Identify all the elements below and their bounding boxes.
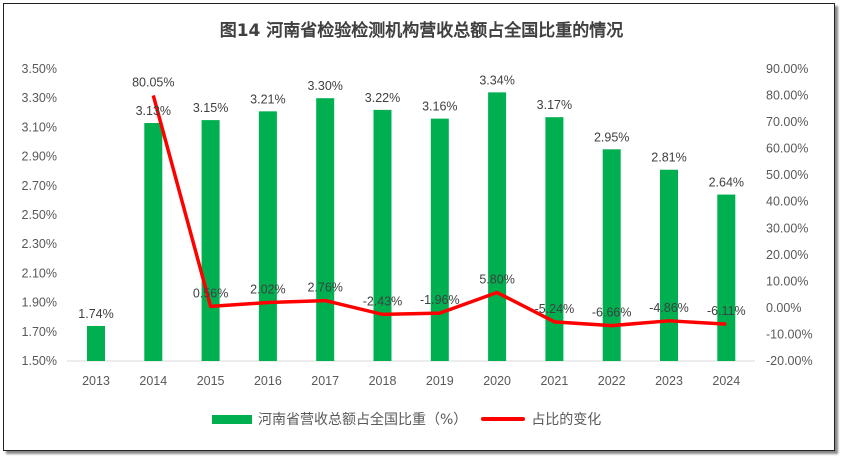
x-axis-tick: 2024 <box>712 374 740 388</box>
line-data-label: 2.02% <box>250 283 285 297</box>
bar-data-label: 3.15% <box>193 101 228 115</box>
legend: 河南省营收总额占全国比重（%） 占比的变化 <box>212 409 601 429</box>
x-axis-tick: 2022 <box>598 374 626 388</box>
bar <box>602 149 621 361</box>
bar-data-label: 3.17% <box>537 98 572 112</box>
bar <box>430 118 449 361</box>
chart-frame <box>3 3 835 451</box>
chart-title: 图14 河南省检验检测机构营收总额占全国比重的情况 <box>219 21 624 41</box>
line-data-label: 0.56% <box>193 286 228 300</box>
line-data-label: 5.80% <box>479 273 514 287</box>
bar <box>488 92 507 362</box>
line-data-label: -2.43% <box>363 294 403 308</box>
legend-label-line: 占比的变化 <box>531 412 602 428</box>
x-axis-tick: 2021 <box>540 374 568 388</box>
bar-data-label: 3.34% <box>479 73 514 87</box>
left-axis-tick: 2.10% <box>22 266 57 280</box>
line-data-label: -1.96% <box>420 293 460 307</box>
x-axis-tick: 2015 <box>197 374 225 388</box>
left-axis-tick: 3.30% <box>22 91 57 105</box>
bar <box>545 117 564 362</box>
line-data-label: -6.66% <box>592 306 632 320</box>
right-axis-tick: 30.00% <box>766 221 808 235</box>
bar <box>373 109 392 361</box>
left-axis-tick: 2.50% <box>22 208 57 222</box>
bar-data-label: 3.16% <box>422 100 457 114</box>
bar-data-label: 3.21% <box>250 92 285 106</box>
left-axis-tick: 1.50% <box>22 354 57 368</box>
bar-data-label: 2.64% <box>709 176 744 190</box>
right-axis-tick: 60.00% <box>766 142 808 156</box>
right-axis-tick: 50.00% <box>766 168 808 182</box>
legend-swatch-line <box>481 417 526 421</box>
left-axis-tick: 2.90% <box>22 150 57 164</box>
legend-swatch-bar <box>212 414 252 424</box>
x-axis-tick: 2016 <box>254 374 282 388</box>
bar <box>660 169 678 361</box>
right-axis-tick: 20.00% <box>766 248 808 262</box>
right-axis-tick: 70.00% <box>766 115 808 129</box>
left-axis-tick: 3.50% <box>22 62 57 76</box>
line-data-label: -5.24% <box>535 302 575 316</box>
bar <box>87 325 105 361</box>
right-axis-tick: 90.00% <box>766 62 808 76</box>
line-series <box>151 94 727 328</box>
line-data-label: 80.05% <box>132 75 174 89</box>
right-axis-tick: -10.00% <box>766 327 813 341</box>
x-axis-tick: 2023 <box>655 374 683 388</box>
legend-label-bar: 河南省营收总额占全国比重（%） <box>258 412 468 428</box>
left-axis-tick: 2.30% <box>22 237 57 251</box>
line-data-label: -6.11% <box>707 304 746 318</box>
x-axis-tick: 2017 <box>311 374 339 388</box>
left-axis-tick: 1.90% <box>22 296 57 310</box>
bar <box>717 194 736 361</box>
right-axis-tick: 0.00% <box>766 301 801 315</box>
bar-data-label: 3.13% <box>136 104 171 118</box>
left-axis-tick: 3.10% <box>22 120 57 134</box>
bar-data-label: 2.95% <box>594 130 629 144</box>
right-axis-tick: -20.00% <box>766 354 813 368</box>
x-axis-tick: 2020 <box>483 374 511 388</box>
x-axis-tick: 2019 <box>426 374 454 388</box>
right-axis-tick: 40.00% <box>766 195 808 209</box>
bar <box>144 123 163 362</box>
right-axis-tick: 10.00% <box>766 274 808 288</box>
bar <box>316 98 335 361</box>
x-axis-tick: 2013 <box>82 374 110 388</box>
bar-data-label: 3.30% <box>307 79 342 93</box>
left-axis-tick: 1.70% <box>22 325 57 339</box>
line-data-label: 2.76% <box>307 281 342 295</box>
bar-data-label: 3.22% <box>365 91 400 105</box>
x-axis-tick: 2014 <box>139 374 167 388</box>
left-axis-tick: 2.70% <box>22 179 57 193</box>
line-data-label: -4.86% <box>649 301 689 315</box>
bar <box>258 111 277 361</box>
bar-data-label: 2.81% <box>651 151 686 165</box>
x-axis-tick: 2018 <box>369 374 397 388</box>
bar-data-label: 1.74% <box>78 307 113 321</box>
bar <box>201 120 220 361</box>
right-axis-tick: 80.00% <box>766 89 808 103</box>
